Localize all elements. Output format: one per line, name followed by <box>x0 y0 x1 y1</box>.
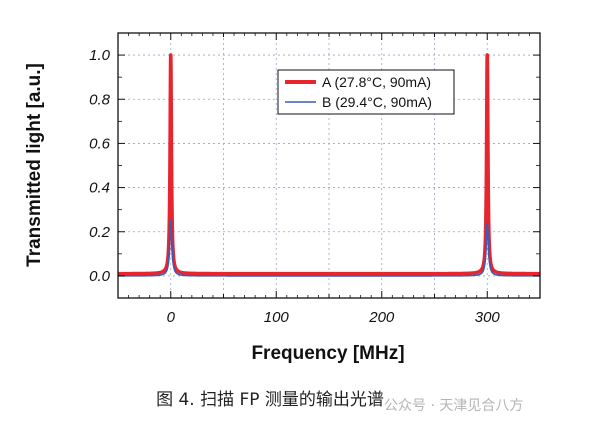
watermark: 公众号 · 天津见合八方 <box>384 398 524 414</box>
y-tick-label: 0.6 <box>89 135 111 152</box>
x-axis-title: Frequency [MHz] <box>251 343 404 364</box>
y-tick-label: 0.4 <box>89 180 110 197</box>
series-line-b <box>117 219 541 277</box>
legend-label-a: A (27.8°C, 90mA) <box>322 74 431 90</box>
y-tick-label: 0.2 <box>89 224 111 241</box>
x-tick-label: 200 <box>368 309 395 326</box>
y-tick-label: 0.8 <box>89 91 111 108</box>
y-tick-label: 0.0 <box>89 268 111 285</box>
fp-spectrum-chart: 0 100 200 300 0.0 0.2 0.4 0.6 0.8 1.0 Frequency [… <box>24 32 542 364</box>
series-layer <box>116 53 542 277</box>
x-tick-label: 0 <box>167 309 176 326</box>
series-line-a <box>116 53 542 276</box>
x-tick-label: 300 <box>475 309 501 326</box>
axis-ticks <box>117 32 541 299</box>
legend: A (27.8°C, 90mA) B (29.4°C, 90mA) <box>277 69 455 115</box>
x-tick-label: 100 <box>264 309 290 326</box>
y-tick-label: 1.0 <box>89 47 111 64</box>
legend-label-b: B (29.4°C, 90mA) <box>322 94 432 110</box>
tick-labels: 0 100 200 300 0.0 0.2 0.4 0.6 0.8 1.0 <box>89 47 500 326</box>
figure-caption: 图 4. 扫描 FP 测量的输出光谱 <box>156 390 384 410</box>
y-axis-title: Transmitted light [a.u.] <box>24 63 45 267</box>
legend-box <box>277 69 455 115</box>
